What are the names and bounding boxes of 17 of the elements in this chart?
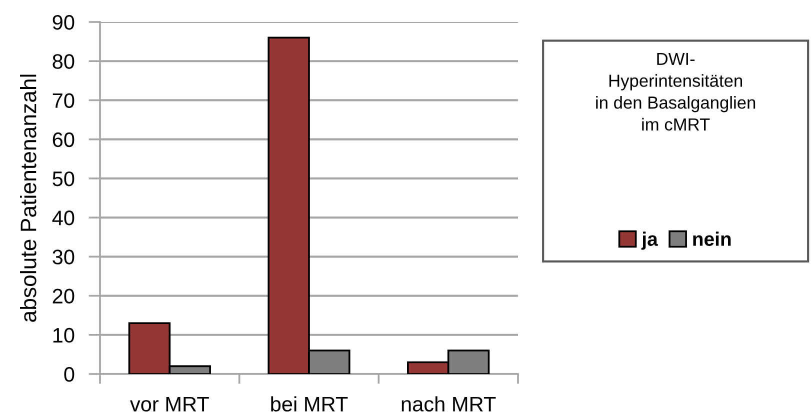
y-tick-label: 50 bbox=[52, 171, 74, 186]
y-tick-label: 30 bbox=[52, 250, 74, 264]
y-tick-label: 0 bbox=[64, 367, 74, 382]
legend-title: DWI- Hyperintensitäten in den Basalganglien im cMRT bbox=[596, 52, 756, 131]
y-tick-label: 90 bbox=[52, 15, 74, 30]
y-axis-title: absolute Patientenanzahl bbox=[20, 74, 36, 322]
y-tick-label: 60 bbox=[52, 132, 74, 148]
x-tick-label: bei MRT bbox=[271, 396, 348, 412]
x-tick-label: nach MRT bbox=[402, 396, 496, 412]
legend-label: nein bbox=[693, 232, 731, 246]
legend-label: ja bbox=[641, 232, 658, 250]
y-tick-label: 70 bbox=[52, 93, 74, 108]
y-tick-label: 10 bbox=[53, 328, 74, 343]
y-tick-label: 80 bbox=[52, 54, 74, 69]
x-tick-label: vor MRT bbox=[130, 396, 209, 412]
y-tick-label: 20 bbox=[52, 288, 74, 304]
y-tick-label: 40 bbox=[52, 210, 74, 226]
